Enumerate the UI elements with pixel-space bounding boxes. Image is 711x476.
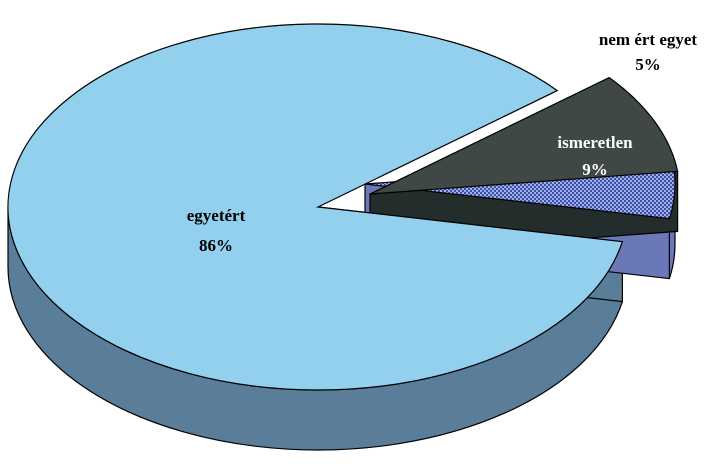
slice-label-ismeretlen-value: 9%	[582, 160, 608, 179]
pie-labels: egyetért 86% nem ért egyet 5% ismeretlen…	[187, 30, 698, 255]
pie-slice-0	[7, 23, 624, 391]
slice-label-nem-ert-egyet-name: nem ért egyet	[599, 30, 698, 49]
slice-label-ismeretlen-name: ismeretlen	[557, 133, 633, 152]
slice-label-nem-ert-egyet-value: 5%	[635, 55, 661, 74]
slice-label-egyetert-value: 86%	[199, 236, 233, 255]
pie-slices	[7, 23, 679, 451]
slice-label-egyetert-name: egyetért	[187, 206, 246, 225]
pie-slice-2	[369, 76, 679, 195]
